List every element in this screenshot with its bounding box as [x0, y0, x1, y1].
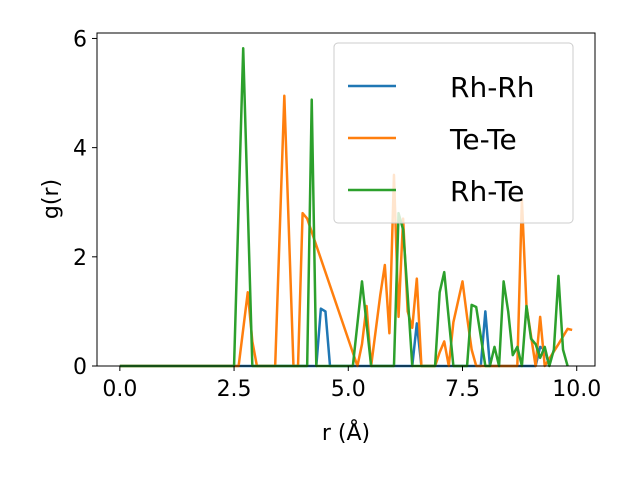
x-axis-label: r (Å) — [322, 419, 370, 446]
legend-entries: Rh-Rh Te-Te Rh-Te — [348, 71, 535, 208]
legend-label-2: Rh-Te — [450, 175, 524, 208]
legend-box — [333, 42, 574, 224]
legend: Rh-Rh Te-Te Rh-Te — [333, 42, 574, 224]
y-tick-label: 6 — [73, 27, 87, 52]
y-tick-label: 2 — [73, 246, 87, 271]
x-tick-label: 2.5 — [217, 377, 252, 402]
legend-label-0: Rh-Rh — [450, 71, 535, 104]
y-tick-label: 0 — [73, 355, 87, 380]
x-tick-label: 5.0 — [331, 377, 366, 402]
legend-label-1: Te-Te — [449, 123, 517, 156]
y-axis-label: g(r) — [39, 179, 64, 219]
x-axis-ticks: 0.0 2.5 5.0 7.5 10.0 — [102, 366, 601, 402]
x-tick-label: 10.0 — [552, 377, 601, 402]
x-tick-label: 7.5 — [445, 377, 480, 402]
x-tick-label: 0.0 — [102, 377, 137, 402]
y-axis-ticks: 0 2 4 6 — [73, 27, 97, 380]
plot-frame — [96, 32, 596, 367]
y-tick-label: 4 — [73, 137, 87, 162]
